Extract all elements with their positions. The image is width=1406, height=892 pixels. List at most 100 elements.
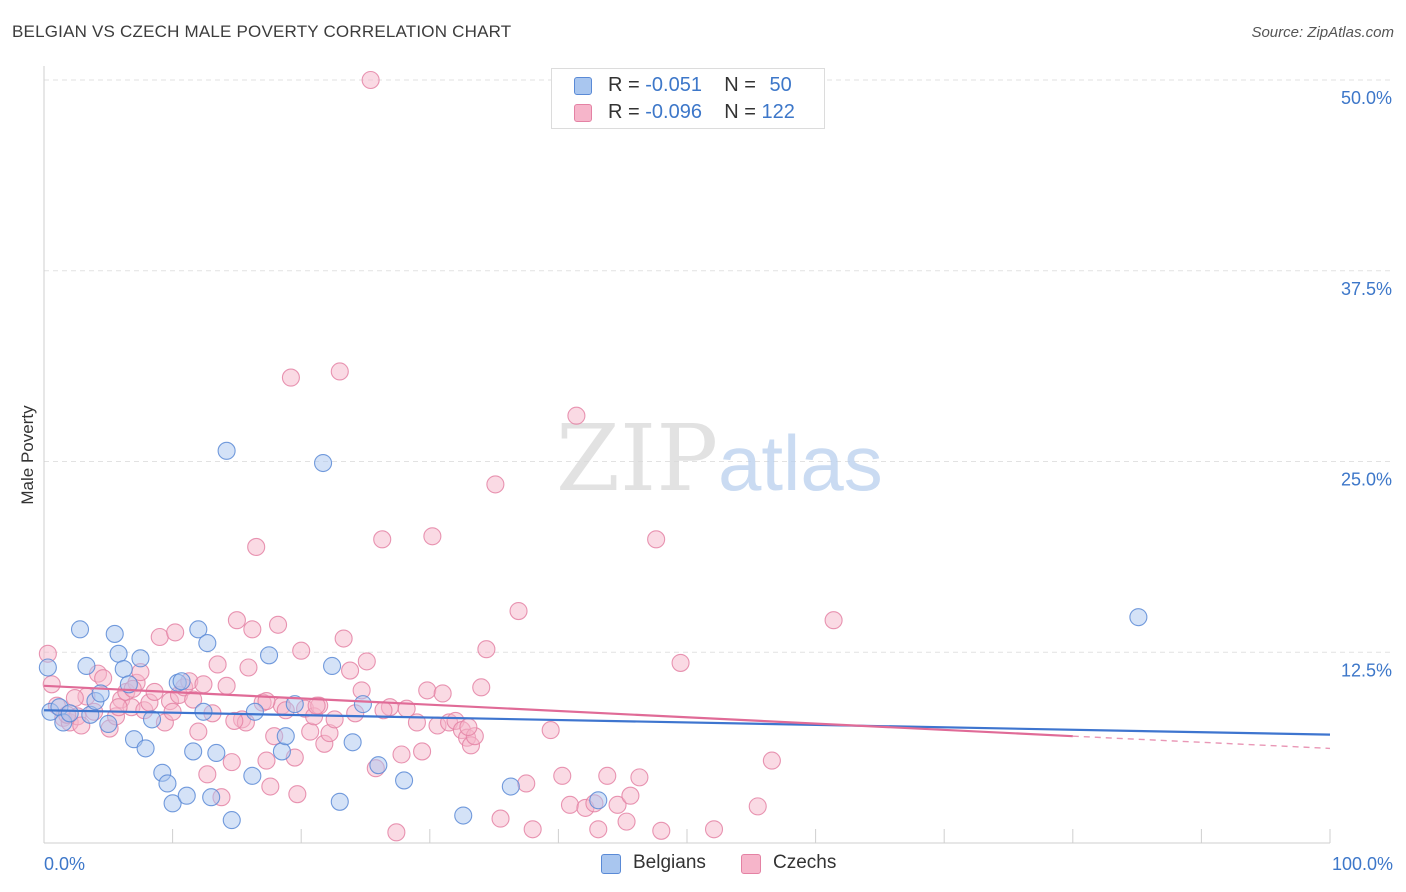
czechs-point [198, 765, 217, 784]
czechs-point [459, 717, 478, 737]
belgians-point [119, 675, 138, 694]
belgians-point [276, 727, 295, 746]
czechs-point [423, 527, 442, 546]
czechs-point [387, 823, 406, 842]
bottom-legend-swatch-czechs [741, 854, 761, 874]
belgians-point [314, 453, 333, 473]
czechs-point [194, 675, 213, 694]
grid-lines [44, 79, 1392, 653]
belgians-point [114, 659, 133, 679]
chart-source: Source: ZipAtlas.com [1251, 24, 1394, 41]
belgians-point [589, 791, 608, 810]
czechs-point [647, 530, 666, 549]
czechs-point [617, 812, 636, 831]
legend-r-label: R = [608, 101, 646, 123]
belgians-point [259, 646, 279, 665]
belgians-point [369, 756, 388, 775]
czechs-point [517, 774, 536, 793]
czechs-point [281, 368, 300, 387]
axes [43, 66, 1331, 844]
belgians-point [395, 771, 414, 790]
belgians-point [323, 656, 342, 676]
x-tick-label: 100.0% [1332, 854, 1393, 874]
y-axis-label: Male Poverty [18, 405, 37, 505]
czechs-point [523, 820, 542, 839]
legend-r-value: -0.096 [645, 101, 702, 123]
y-tick-label: 25.0% [1341, 470, 1392, 490]
czechs-point [222, 753, 241, 772]
x-tick-label: 0.0% [44, 854, 85, 874]
czechs-point [361, 70, 380, 90]
belgians-point [131, 649, 150, 668]
czechs-point [589, 820, 608, 839]
czechs-point [184, 690, 203, 709]
legend-swatch-czechs [574, 104, 592, 122]
trend-lines [43, 684, 1331, 750]
czechs-point [150, 627, 169, 647]
czechs-point [307, 696, 326, 715]
belgians-point [99, 714, 118, 734]
czechs-point [762, 751, 781, 770]
belgians-point [202, 788, 221, 807]
belgians-point [109, 644, 128, 663]
legend-r-value: -0.051 [645, 74, 702, 96]
y-tick-label: 50.0% [1341, 88, 1392, 108]
czechs-point [301, 722, 320, 741]
belgians-point [77, 656, 96, 676]
czechs-point [109, 698, 128, 717]
belgians-points [38, 441, 1148, 830]
czechs-point [704, 820, 724, 839]
belgians-point [198, 634, 217, 653]
belgians-point [285, 695, 304, 714]
czechs-point [65, 688, 84, 708]
czechs-point [227, 611, 246, 630]
belgians-point [189, 620, 208, 639]
belgians-point [136, 739, 155, 758]
belgians-trend-line [43, 709, 1331, 736]
tick-labels: 12.5% 25.0% 37.5% 50.0% 0.0% 100.0% [44, 88, 1393, 874]
czechs-point [509, 601, 528, 621]
belgians-point [38, 658, 57, 677]
correlation-legend: R = -0.051 N = 50 R = -0.096 N = 122 [551, 68, 825, 129]
czechs-trend-line [43, 684, 1073, 738]
belgians-point [343, 733, 362, 752]
czechs-point [608, 795, 627, 814]
legend-n-label: N = [724, 74, 762, 96]
czechs-point [598, 766, 617, 785]
watermark-zip: ZIP [556, 405, 718, 512]
czechs-point [334, 629, 353, 648]
czechs-point [94, 669, 113, 688]
czechs-trend-extension [1072, 735, 1331, 750]
belgians-point [243, 766, 262, 785]
czechs-point [630, 768, 649, 787]
watermark: ZIP atlas [556, 405, 883, 512]
czechs-point [189, 722, 208, 741]
czechs-point [477, 640, 496, 659]
czechs-point [269, 615, 288, 634]
czechs-point [373, 530, 392, 549]
legend-r-label: R = [608, 74, 646, 96]
czechs-point [392, 745, 411, 764]
czechs-point [553, 766, 572, 785]
czechs-point [748, 797, 767, 816]
czechs-point [208, 655, 227, 674]
czechs-point [325, 710, 344, 729]
czechs-point [413, 742, 432, 761]
y-tick-label: 12.5% [1341, 660, 1392, 680]
czechs-point [292, 641, 311, 660]
bottom-legend-label: Czechs [773, 852, 837, 873]
belgians-point [184, 742, 203, 761]
belgians-point [177, 786, 196, 805]
belgians-point [172, 672, 191, 691]
legend-n-label: N = [724, 101, 762, 123]
czechs-point [288, 785, 307, 804]
czechs-point [166, 623, 185, 642]
czechs-point [433, 684, 452, 703]
czechs-point [330, 362, 349, 381]
belgians-point [163, 794, 182, 813]
bottom-legend-swatch-belgians [601, 854, 621, 874]
belgians-point [353, 695, 372, 714]
czechs-point [671, 653, 690, 672]
bottom-legend-label: Belgians [633, 852, 706, 873]
